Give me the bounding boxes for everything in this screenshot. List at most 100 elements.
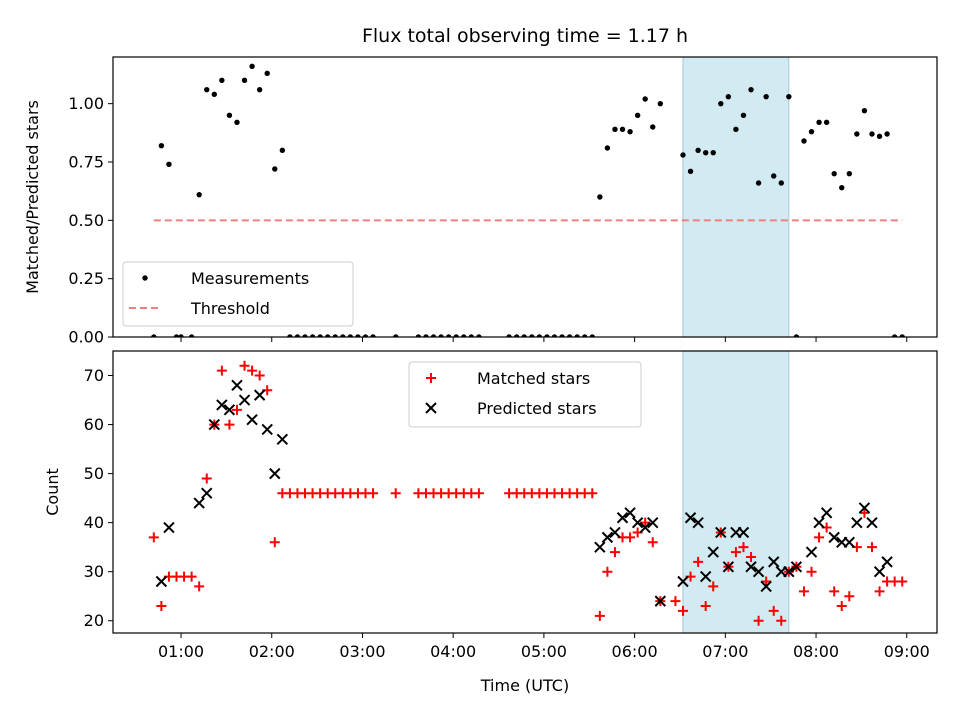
legend-marker bbox=[426, 373, 436, 383]
data-point bbox=[710, 149, 716, 156]
x-tick-label: 05:00 bbox=[521, 642, 567, 661]
data-point bbox=[851, 516, 863, 529]
top-legend: Measurements Threshold bbox=[122, 261, 354, 327]
data-point bbox=[814, 532, 825, 543]
data-point bbox=[536, 334, 543, 337]
data-point bbox=[253, 389, 266, 401]
data-point bbox=[874, 586, 885, 597]
data-point bbox=[722, 561, 735, 573]
data-point bbox=[178, 334, 184, 337]
data-point bbox=[843, 536, 856, 548]
top-axes-frame bbox=[112, 56, 938, 338]
data-point bbox=[269, 467, 281, 480]
data-point bbox=[761, 576, 772, 587]
y-tick-label: 20 bbox=[84, 611, 104, 630]
data-point bbox=[163, 521, 175, 534]
data-point bbox=[869, 131, 875, 137]
data-point bbox=[654, 595, 667, 607]
data-point bbox=[544, 334, 550, 337]
data-point bbox=[718, 100, 724, 107]
data-point bbox=[587, 488, 598, 499]
data-point bbox=[390, 488, 401, 499]
data-point bbox=[208, 418, 221, 431]
data-point bbox=[740, 112, 747, 119]
data-point bbox=[836, 601, 847, 612]
data-point bbox=[846, 170, 853, 177]
data-point bbox=[155, 575, 168, 588]
data-point bbox=[634, 112, 641, 119]
data-point bbox=[246, 413, 258, 426]
data-point bbox=[261, 423, 273, 436]
data-point bbox=[627, 128, 633, 135]
data-point bbox=[640, 517, 651, 528]
data-point bbox=[861, 107, 868, 114]
data-point bbox=[226, 112, 233, 119]
x-tick-label: 09:00 bbox=[884, 642, 930, 661]
y-tick-label: 0.50 bbox=[68, 211, 104, 230]
data-point bbox=[254, 370, 265, 381]
data-point bbox=[884, 131, 890, 137]
data-point bbox=[899, 334, 905, 337]
data-point bbox=[453, 334, 459, 337]
data-point bbox=[755, 180, 762, 186]
top-chart-title: Flux total observing time = 1.17 h bbox=[362, 25, 688, 47]
data-point bbox=[700, 601, 711, 612]
data-point bbox=[708, 581, 719, 592]
data-point bbox=[881, 556, 893, 568]
data-point bbox=[193, 497, 205, 509]
x-tick-label: 07:00 bbox=[702, 642, 748, 661]
data-point bbox=[786, 93, 792, 100]
y-tick-label: 0.75 bbox=[68, 153, 104, 172]
data-point bbox=[249, 63, 255, 70]
data-point bbox=[647, 537, 658, 548]
data-point bbox=[238, 394, 251, 406]
legend-label: Threshold bbox=[190, 299, 270, 318]
data-point bbox=[231, 379, 243, 392]
data-point bbox=[808, 128, 815, 135]
data-point bbox=[173, 334, 180, 337]
data-point bbox=[760, 580, 772, 593]
data-point bbox=[702, 149, 709, 156]
data-point bbox=[368, 488, 379, 499]
data-point bbox=[219, 77, 225, 84]
data-point bbox=[778, 180, 784, 186]
data-point bbox=[241, 77, 248, 84]
y-tick-label: 60 bbox=[84, 415, 104, 434]
data-point bbox=[798, 586, 809, 597]
legend-label: Measurements bbox=[191, 269, 309, 288]
data-point bbox=[725, 93, 732, 100]
data-point bbox=[582, 334, 588, 337]
data-point bbox=[393, 334, 399, 337]
data-point bbox=[609, 547, 620, 558]
y-tick-label: 50 bbox=[84, 464, 104, 483]
data-point bbox=[148, 532, 159, 543]
data-point bbox=[216, 365, 227, 376]
data-point bbox=[783, 565, 795, 578]
bottom-x-axis-label: Time (UTC) bbox=[480, 676, 569, 695]
data-point bbox=[876, 133, 883, 140]
data-point bbox=[223, 404, 236, 416]
bottom-series-1 bbox=[155, 379, 893, 607]
data-point bbox=[231, 404, 242, 415]
data-point bbox=[650, 124, 656, 130]
data-point bbox=[745, 561, 757, 573]
y-tick-label: 0.00 bbox=[68, 328, 104, 347]
data-point bbox=[831, 170, 837, 177]
data-point bbox=[355, 334, 361, 337]
data-point bbox=[746, 551, 757, 562]
data-point bbox=[256, 86, 263, 93]
data-point bbox=[574, 334, 580, 337]
data-point bbox=[601, 531, 614, 544]
data-point bbox=[473, 488, 484, 499]
bottom-legend: Matched stars Predicted stars bbox=[408, 361, 642, 428]
data-point bbox=[468, 334, 475, 337]
data-point bbox=[276, 433, 289, 445]
data-point bbox=[616, 512, 629, 524]
data-point bbox=[302, 334, 308, 337]
data-point bbox=[854, 131, 860, 137]
x-tick-label: 03:00 bbox=[339, 642, 385, 661]
data-point bbox=[211, 91, 217, 98]
data-point bbox=[768, 556, 780, 568]
data-point bbox=[753, 615, 764, 626]
